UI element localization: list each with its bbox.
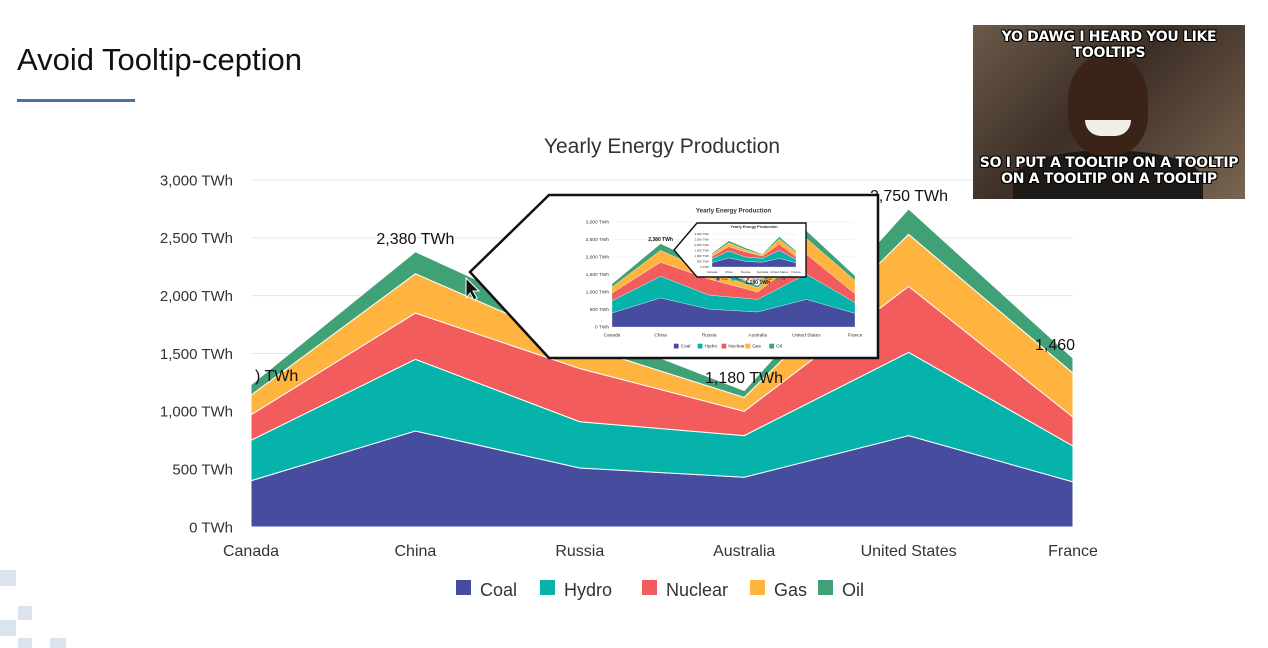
x-tick-label: Australia (713, 543, 775, 560)
nested2-area-oil (711, 236, 797, 255)
data-label-china: 2,380 TWh (376, 231, 454, 248)
nested2-legend-label-hydro: Hydro (737, 277, 745, 281)
nested-legend-swatch-coal (673, 343, 679, 349)
x-tick-label: China (394, 543, 436, 560)
data-label-australia: 1,180 TWh (705, 370, 783, 387)
nested-x-tick-label: China (654, 333, 667, 339)
nested2-chart-title: Yearly Energy Production (730, 224, 778, 229)
nested-y-tick-label: 500 TWh (590, 307, 610, 313)
legend-label-gas: Gas (774, 580, 807, 600)
y-tick-label: 500 TWh (172, 461, 233, 478)
legend-swatch-nuclear (642, 580, 657, 595)
nested2-legend-swatch-coal (716, 277, 720, 281)
nested-legend-swatch-hydro (697, 343, 703, 349)
x-tick-label: Canada (223, 543, 279, 560)
nested2-x-tick-label: United States (770, 270, 789, 274)
decor-square (18, 638, 32, 648)
nested2-x-tick-label: Russia (741, 270, 751, 274)
legend-label-hydro: Hydro (564, 580, 612, 600)
nested-legend-swatch-nuclear (721, 343, 727, 349)
nested-x-tick-label: United States (792, 333, 821, 339)
y-tick-label: 2,500 TWh (160, 230, 233, 247)
nested2-legend-swatch-gas (761, 277, 765, 281)
chart-title: Yearly Energy Production (544, 135, 780, 158)
nested-x-tick-label: France (848, 333, 863, 339)
y-tick-label: 0 TWh (189, 519, 233, 536)
nested2-legend-label-nuclear: Nuclear (752, 277, 762, 281)
nested-data-label-australia: 1,180 TWh (745, 280, 770, 286)
yo-dawg-meme-image: YO DAWG I HEARD YOU LIKE TOOLTIPS SO I P… (973, 25, 1245, 199)
y-tick-label: 1,500 TWh (160, 346, 233, 363)
legend-swatch-coal (456, 580, 471, 595)
nested2-x-tick-label: France (791, 270, 801, 274)
nested-y-tick-label: 1,000 TWh (586, 290, 610, 296)
y-tick-label: 2,000 TWh (160, 288, 233, 305)
nested-legend-label-oil: Oil (776, 344, 782, 350)
nested2-legend-label-coal: Coal (722, 277, 729, 281)
nested2-legend-swatch-hydro (731, 277, 735, 281)
decor-square (50, 638, 66, 648)
y-tick-label: 1,000 TWh (160, 404, 233, 421)
meme-face (1068, 55, 1148, 155)
nested-legend-label-hydro: Hydro (704, 344, 717, 350)
x-tick-label: France (1048, 543, 1098, 560)
nested2-y-tick-label: 2,500 TWh (694, 238, 709, 242)
nested-legend-label-gas: Gas (752, 344, 761, 350)
meme-grin (1085, 120, 1131, 136)
nested2-y-tick-label: 3,000 TWh (694, 232, 709, 236)
nested2-y-tick-label: 1,000 TWh (694, 254, 709, 258)
nested-legend-swatch-gas (745, 343, 751, 349)
x-tick-label: Russia (555, 543, 604, 560)
legend-label-oil: Oil (842, 580, 864, 600)
nested2-y-tick-label: 1,500 TWh (694, 249, 709, 253)
nested2-y-tick-label: 0 TWh (700, 265, 709, 269)
y-tick-label: 3,000 TWh (160, 172, 233, 189)
nested2-y-tick-label: 2,000 TWh (694, 243, 709, 247)
nested2-x-tick-label: China (725, 270, 733, 274)
title-underline (17, 99, 135, 102)
decor-square (0, 620, 16, 636)
decor-square (18, 606, 32, 620)
nested2-x-tick-label: Canada (707, 270, 718, 274)
slide-title: Avoid Tooltip-ception (17, 42, 302, 77)
nested-y-tick-label: 2,000 TWh (586, 255, 610, 261)
legend-swatch-oil (818, 580, 833, 595)
nested-legend-label-nuclear: Nuclear (728, 344, 745, 350)
nested2-legend-swatch-nuclear (746, 277, 750, 281)
data-label-canada: ) TWh (255, 368, 298, 385)
meme-bottom-text: SO I PUT A TOOLTIP ON A TOOLTIP ON A TOO… (979, 155, 1239, 187)
nested2-legend-label-gas: Gas (767, 277, 773, 281)
nested2-legend-swatch-oil (776, 277, 780, 281)
legend-label-nuclear: Nuclear (666, 580, 728, 600)
legend-swatch-gas (750, 580, 765, 595)
decor-square (0, 570, 16, 586)
nested-y-tick-label: 2,500 TWh (586, 237, 610, 243)
nested-legend-label-coal: Coal (681, 344, 691, 350)
nested-legend-swatch-oil (769, 343, 775, 349)
data-label-france: 1,460 (1035, 337, 1075, 354)
x-tick-label: United States (861, 543, 957, 560)
data-label-united-states: 2,750 TWh (870, 188, 948, 205)
nested2-y-tick-label: 500 TWh (697, 260, 709, 264)
nested-y-tick-label: 0 TWh (595, 325, 609, 331)
nested-x-tick-label: Australia (749, 333, 768, 339)
nested-chart-title: Yearly Energy Production (696, 207, 772, 214)
legend-swatch-hydro (540, 580, 555, 595)
meme-shirt (1013, 150, 1203, 199)
nested-x-tick-label: Russia (702, 333, 717, 339)
nested-data-label-china: 2,380 TWh (648, 237, 673, 243)
legend-label-coal: Coal (480, 580, 517, 600)
cursor-arrow-icon (465, 276, 481, 301)
nested-y-tick-label: 3,000 TWh (586, 220, 610, 226)
meme-top-text: YO DAWG I HEARD YOU LIKE TOOLTIPS (1001, 29, 1217, 61)
nested-y-tick-label: 1,500 TWh (586, 272, 610, 278)
nested2-x-tick-label: Australia (757, 270, 769, 274)
nested2-legend-label-oil: Oil (782, 277, 786, 281)
nested-x-tick-label: Canada (604, 333, 621, 339)
